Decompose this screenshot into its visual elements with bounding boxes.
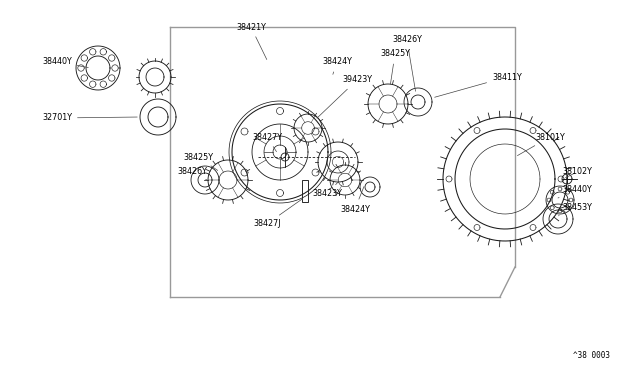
- Text: 32701Y: 32701Y: [42, 113, 137, 122]
- Text: 38427Y: 38427Y: [252, 132, 282, 152]
- Text: 38440Y: 38440Y: [42, 58, 88, 68]
- Text: 38427J: 38427J: [253, 199, 303, 228]
- Text: 38101Y: 38101Y: [517, 132, 564, 155]
- Text: 38453Y: 38453Y: [559, 202, 592, 216]
- Text: 38424Y: 38424Y: [340, 187, 370, 214]
- Text: 38440Y: 38440Y: [558, 185, 592, 198]
- Text: 39423Y: 39423Y: [317, 76, 372, 118]
- Text: 38426Y: 38426Y: [392, 35, 422, 91]
- Text: 38424Y: 38424Y: [322, 58, 352, 74]
- Bar: [302, 180, 308, 202]
- Text: ^38 0003: ^38 0003: [573, 351, 610, 360]
- Text: 38425Y: 38425Y: [183, 153, 218, 170]
- Text: 38425Y: 38425Y: [380, 49, 410, 84]
- Text: 38421Y: 38421Y: [236, 22, 267, 60]
- Text: 38411Y: 38411Y: [435, 73, 522, 97]
- Text: 38426Y: 38426Y: [177, 167, 207, 180]
- Text: 38102Y: 38102Y: [562, 167, 592, 178]
- Text: 38423Y: 38423Y: [312, 182, 342, 199]
